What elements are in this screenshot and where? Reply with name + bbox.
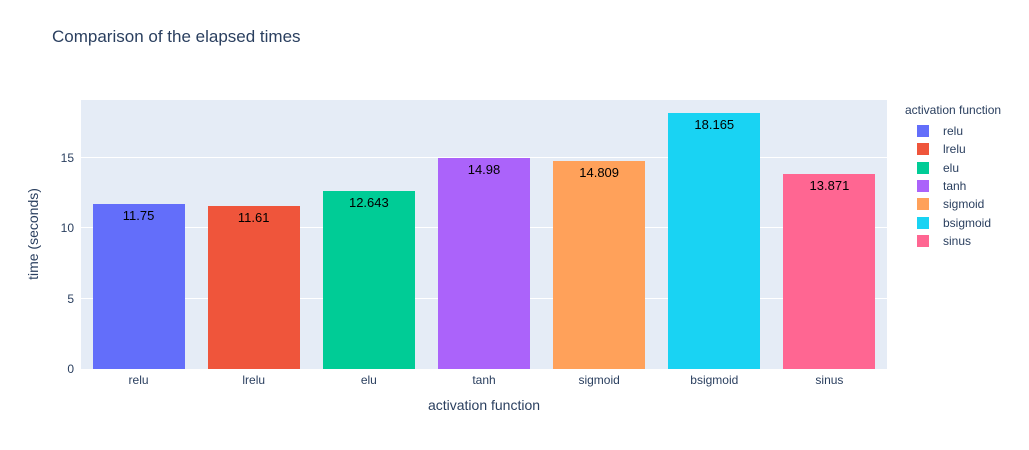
legend-item-bsigmoid[interactable]: bsigmoid: [905, 213, 1001, 231]
legend-swatch-icon: [917, 234, 929, 247]
bar-value-label: 12.643: [348, 195, 389, 211]
legend-item-relu[interactable]: relu: [905, 122, 1001, 140]
bar-value-label: 11.75: [122, 207, 155, 223]
chart-title: Comparison of the elapsed times: [52, 27, 301, 46]
legend-title: activation function: [905, 103, 1002, 117]
legend-item-lrelu[interactable]: lrelu: [905, 140, 1001, 158]
bar-value-label: 18.165: [694, 117, 735, 133]
legend-item-sinus[interactable]: sinus: [905, 232, 1001, 250]
legend-item-label: lrelu: [943, 142, 966, 157]
y-tick-label: 5: [67, 291, 74, 306]
gridline: [81, 156, 887, 158]
plot-area: 11.75 11.61 12.643 14.98 14.809 18.165 13.871: [81, 100, 887, 369]
legend-item-label: elu: [943, 160, 960, 175]
bar-elu[interactable]: 12.643: [322, 191, 415, 369]
bar-value-label: 13.871: [809, 177, 850, 193]
x-tick-label: relu: [128, 373, 149, 387]
x-tick-label: lrelu: [242, 373, 266, 387]
legend-item-elu[interactable]: elu: [905, 159, 1001, 177]
bar-sinus[interactable]: 13.871: [783, 173, 876, 369]
bar-bsigmoid[interactable]: 18.165: [668, 113, 761, 369]
legend-item-tanh[interactable]: tanh: [905, 177, 1001, 195]
legend-item-label: sinus: [943, 233, 972, 248]
legend-swatch-icon: [917, 216, 929, 229]
legend-item-label: bsigmoid: [943, 215, 992, 230]
y-axis-title: time (seconds): [25, 188, 41, 280]
legend: activation function relu lrelu elu tanh sigm…: [905, 103, 1001, 250]
legend-item-label: tanh: [943, 179, 967, 194]
bar-relu[interactable]: 11.75: [92, 203, 185, 369]
legend-swatch-icon: [917, 125, 929, 138]
x-tick-label: sigmoid: [578, 373, 620, 387]
legend-swatch-icon: [917, 198, 929, 211]
bar-value-label: 11.61: [237, 209, 270, 225]
legend-item-label: sigmoid: [943, 197, 985, 212]
x-tick-label: bsigmoid: [690, 373, 739, 387]
y-tick-label: 15: [60, 150, 74, 165]
legend-swatch-icon: [917, 180, 929, 193]
legend-item-label: relu: [943, 124, 964, 139]
legend-entries: relu lrelu elu tanh sigmoid bsigmoid sinus: [905, 122, 1001, 250]
y-tick-label: 0: [67, 362, 74, 376]
x-tick-label: tanh: [472, 373, 496, 387]
bar-value-label: 14.809: [579, 164, 620, 180]
bar-value-label: 14.98: [467, 162, 501, 178]
legend-swatch-icon: [917, 143, 929, 156]
y-tick-label: 10: [60, 221, 74, 236]
bar-tanh[interactable]: 14.98: [437, 158, 531, 369]
legend-swatch-icon: [917, 161, 929, 174]
bar-lrelu[interactable]: 11.61: [207, 205, 300, 369]
bar-sigmoid[interactable]: 14.809: [553, 160, 646, 369]
legend-item-sigmoid[interactable]: sigmoid: [905, 195, 1001, 213]
x-tick-label: sinus: [815, 373, 844, 387]
x-tick-label: elu: [360, 373, 377, 387]
x-axis-title: activation function: [427, 397, 541, 413]
